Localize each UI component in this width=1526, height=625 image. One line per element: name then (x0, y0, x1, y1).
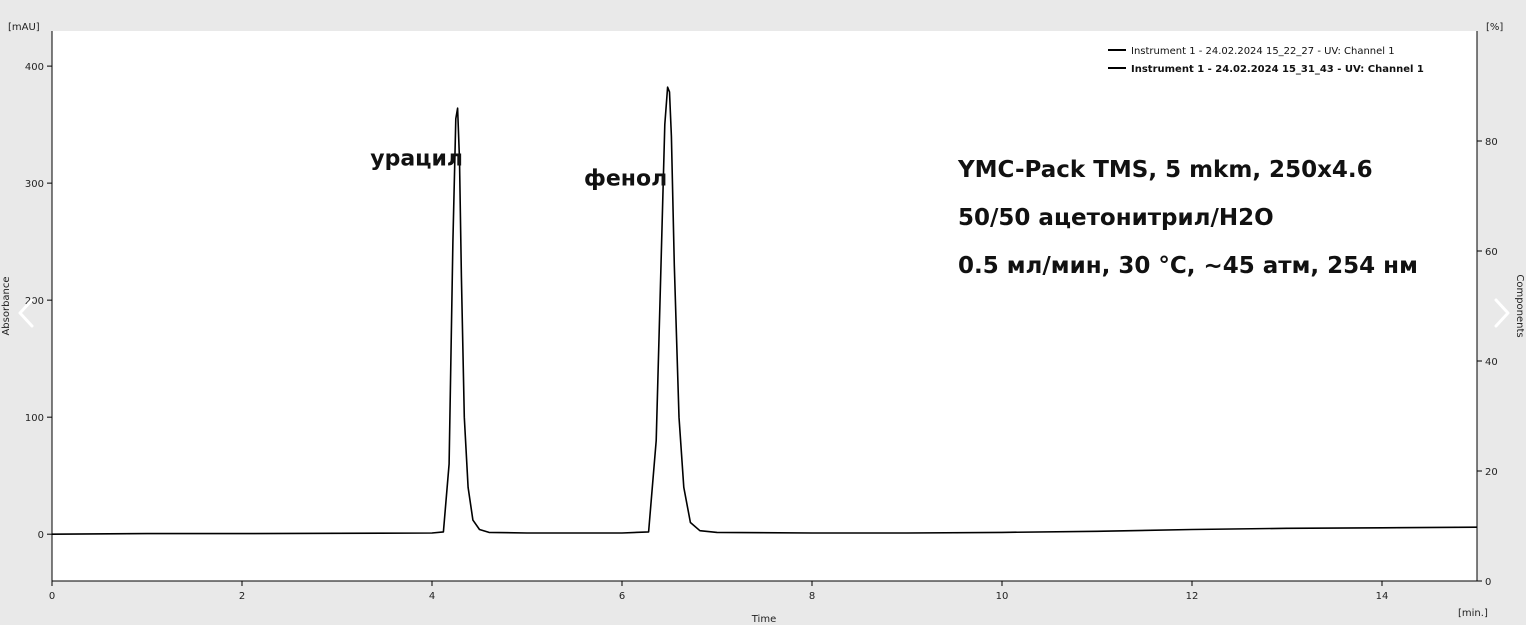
conditions-block: YMC-Pack TMS, 5 mkm, 250x4.6 50/50 ацето… (957, 157, 1418, 279)
x-tick-label: 10 (996, 591, 1009, 602)
condition-mobile-phase: 50/50 ацетонитрил/H2O (958, 205, 1274, 231)
condition-column: YMC-Pack TMS, 5 mkm, 250x4.6 (957, 157, 1373, 183)
x-tick-label: 12 (1186, 591, 1199, 602)
x-tick-label: 4 (429, 591, 435, 602)
x-tick-label: 0 (49, 591, 55, 602)
y-unit-label: [mAU] (8, 22, 40, 33)
y-ticks-left: 0 100 200 300 400 (25, 62, 52, 541)
next-arrow-icon[interactable] (1494, 298, 1510, 328)
x-tick-label: 6 (619, 591, 625, 602)
y-axis-title: Absorbance (1, 276, 12, 335)
y-ticks-right: 0 20 40 60 80 (1477, 137, 1498, 588)
y2-axis-title: Components (1514, 274, 1525, 337)
series-layer (51, 86, 1478, 535)
y-tick-label: 400 (25, 62, 44, 73)
legend-entry-2: Instrument 1 - 24.02.2024 15_31_43 - UV:… (1131, 64, 1424, 75)
plot-area (52, 31, 1477, 581)
peak-annotation: урацил (370, 147, 463, 172)
x-axis-title: Time (751, 614, 776, 625)
legend-entry-1: Instrument 1 - 24.02.2024 15_22_27 - UV:… (1131, 46, 1395, 57)
annotations: урацил фенол (370, 147, 667, 192)
y2-tick-label: 80 (1485, 137, 1498, 148)
x-tick-label: 14 (1376, 591, 1389, 602)
y-tick-label: 200 (25, 296, 44, 307)
y2-tick-label: 20 (1485, 467, 1498, 478)
y2-tick-label: 60 (1485, 247, 1498, 258)
x-tick-label: 8 (809, 591, 815, 602)
previous-arrow-icon[interactable] (18, 298, 34, 328)
series-line (51, 86, 1478, 535)
y2-tick-label: 40 (1485, 357, 1498, 368)
y2-unit-label: [%] (1486, 22, 1503, 33)
x-tick-label: 2 (239, 591, 245, 602)
legend: Instrument 1 - 24.02.2024 15_22_27 - UV:… (1108, 46, 1424, 75)
peak-annotation: фенол (584, 166, 667, 191)
y-tick-label: 0 (38, 530, 44, 541)
y2-tick-label: 0 (1485, 577, 1491, 588)
condition-parameters: 0.5 мл/мин, 30 °C, ~45 атм, 254 нм (958, 253, 1418, 279)
x-unit-label: [min.] (1458, 608, 1488, 619)
axes (51, 31, 1478, 582)
y-tick-label: 300 (25, 179, 44, 190)
y-tick-label: 100 (25, 413, 44, 424)
x-ticks: 0 2 4 6 8 10 12 14 (49, 581, 1389, 602)
